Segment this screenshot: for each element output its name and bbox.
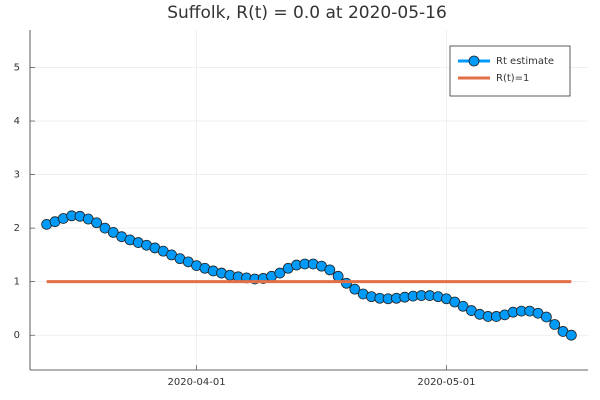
data-point	[549, 319, 561, 330]
legend-label: R(t)=1	[496, 73, 529, 84]
y-tick-label: 4	[14, 116, 20, 127]
data-point	[274, 267, 286, 279]
x-tick-label: 2020-04-01	[168, 377, 226, 388]
data-point	[349, 283, 361, 295]
data-point	[449, 296, 461, 308]
data-point	[91, 217, 103, 229]
data-point	[565, 329, 577, 341]
y-tick-label: 5	[14, 62, 20, 73]
data-point	[99, 222, 111, 234]
x-tick-label: 2020-05-01	[417, 377, 475, 388]
data-point	[332, 270, 344, 282]
chart-title: Suffolk, R(t) = 0.0 at 2020-05-16	[167, 3, 447, 23]
y-tick-label: 3	[14, 170, 20, 181]
legend-box	[449, 45, 571, 97]
data-point	[540, 311, 552, 323]
y-tick-label: 0	[14, 330, 20, 341]
legend-marker	[468, 55, 480, 67]
y-tick-label: 1	[14, 277, 20, 288]
data-point	[457, 300, 469, 312]
y-tick-label: 2	[14, 223, 20, 234]
data-point	[324, 264, 336, 276]
data-point	[107, 226, 119, 238]
legend-label: Rt estimate	[496, 56, 554, 67]
